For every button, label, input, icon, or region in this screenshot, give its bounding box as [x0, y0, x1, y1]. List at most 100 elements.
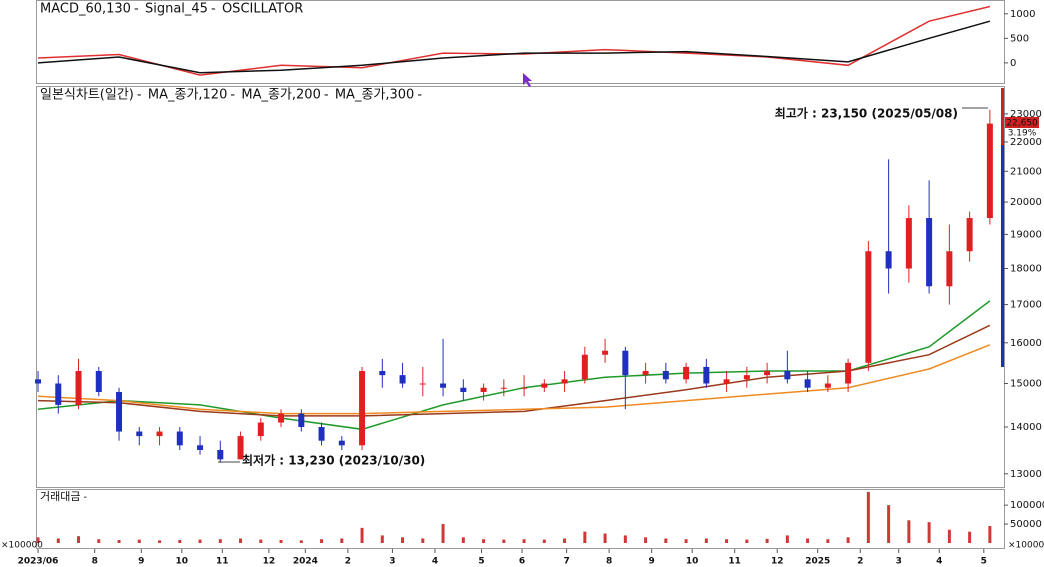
- y-tick-label: 16000: [1010, 338, 1042, 349]
- high-annotation: 최고가 : 23,150 (2025/05/08): [775, 106, 958, 121]
- x-tick-label: 2023/06: [18, 557, 59, 567]
- y-tick-label: 19000: [1010, 229, 1042, 240]
- x-tick-label: 9: [649, 557, 655, 567]
- volume-bar: [988, 525, 992, 543]
- candle-body: [338, 440, 345, 446]
- x-tick-label: 10: [176, 557, 189, 567]
- volume-bar: [725, 539, 729, 543]
- unit-label: ×100000: [1008, 541, 1044, 551]
- volume-bar: [421, 538, 425, 543]
- candle-body: [136, 431, 143, 437]
- volume-bar: [887, 505, 891, 543]
- volume-bar: [866, 491, 870, 543]
- change-rate: 3.19%: [1008, 129, 1037, 139]
- y-tick-label: 15000: [1010, 379, 1042, 390]
- volume-pane: [36, 489, 1005, 549]
- candle-body: [156, 431, 163, 437]
- volume-bar: [36, 537, 40, 543]
- candle-body: [845, 362, 852, 384]
- candle-body: [662, 371, 669, 380]
- x-tick-label: 11: [216, 557, 229, 567]
- y-tick-label: 13000: [1010, 469, 1042, 480]
- candle-body: [278, 413, 285, 423]
- volume-bar: [542, 539, 546, 543]
- volume-bar: [158, 540, 162, 543]
- candle-body: [824, 383, 831, 388]
- volume-bar: [340, 538, 344, 543]
- legend-label: MA_종가,200: [241, 88, 320, 103]
- candle-body: [237, 436, 244, 460]
- x-tick-label: 9: [138, 557, 144, 567]
- x-tick-label: 3: [389, 557, 395, 567]
- x-tick-label: 11: [728, 557, 741, 567]
- chart-title: 일본식차트(일간): [40, 88, 134, 103]
- x-tick-label: 4: [936, 557, 942, 567]
- candle-body: [257, 422, 264, 437]
- y-tick-label: 1000: [1010, 9, 1035, 20]
- legend-dash: -: [83, 492, 87, 503]
- candle-body: [460, 387, 467, 392]
- candle-body: [703, 366, 710, 384]
- candle-body: [581, 354, 588, 380]
- candle-body: [905, 218, 912, 269]
- unit-label: ×100000: [1, 541, 43, 551]
- y-tick-label: 50000: [1010, 519, 1042, 530]
- volume-bar: [461, 537, 465, 543]
- candle-body: [784, 371, 791, 380]
- volume-bar: [320, 539, 324, 543]
- candle-body: [379, 371, 386, 376]
- legend-label: MACD_60,130: [40, 2, 131, 17]
- legend-dash: -: [230, 88, 235, 103]
- last-price: 22,650: [1006, 119, 1038, 129]
- x-tick-label: 2: [345, 557, 351, 567]
- range-bar-up: [1001, 88, 1004, 145]
- candle-body: [885, 251, 892, 269]
- candle-body: [298, 413, 305, 428]
- y-tick-label: 100000: [1010, 500, 1044, 511]
- volume-bar: [603, 533, 607, 543]
- candle-body: [95, 371, 102, 392]
- price-pane: [36, 86, 1005, 488]
- candle-body: [521, 387, 528, 389]
- candle-body: [318, 427, 325, 441]
- candle-body: [500, 387, 507, 389]
- range-bar-down: [1001, 145, 1004, 367]
- candle-body: [399, 375, 406, 384]
- volume-bar: [56, 538, 60, 543]
- candle-body: [602, 350, 609, 355]
- candle-body: [926, 218, 933, 287]
- candle-body: [55, 383, 62, 405]
- legend-dash: -: [211, 2, 216, 17]
- candle-body: [764, 371, 771, 376]
- volume-bar: [259, 539, 263, 543]
- volume-bar: [441, 524, 445, 543]
- legend-label: MA_종가,120: [148, 88, 227, 103]
- y-tick-label: 22000: [1010, 137, 1042, 148]
- volume-bar: [947, 529, 951, 543]
- volume-bar: [684, 539, 688, 543]
- legend-label: MA_종가,300: [335, 88, 414, 103]
- volume-bar: [218, 539, 222, 543]
- mouse-cursor: [523, 73, 532, 87]
- y-tick-label: 18000: [1010, 264, 1042, 275]
- volume-bar: [826, 539, 830, 543]
- volume-bar: [664, 538, 668, 543]
- candle-body: [622, 350, 629, 376]
- x-tick-label: 12: [263, 557, 276, 567]
- legend-label: Signal_45: [145, 2, 208, 17]
- volume-bar: [927, 522, 931, 543]
- candle-body: [865, 251, 872, 363]
- volume-bar: [907, 520, 911, 543]
- candle-body: [217, 449, 224, 460]
- macd-line: [37, 5, 991, 76]
- volume-bar: [482, 539, 486, 543]
- volume-bar: [644, 537, 648, 543]
- candle-body: [683, 366, 690, 380]
- volume-bar: [745, 539, 749, 543]
- x-tick-label: 10: [686, 557, 699, 567]
- x-tick-label: 2: [857, 557, 863, 567]
- y-tick-label: 23000: [1010, 109, 1042, 120]
- volume-bar: [299, 540, 303, 543]
- x-tick-label: 7: [563, 557, 569, 567]
- legend-dash: -: [417, 88, 422, 103]
